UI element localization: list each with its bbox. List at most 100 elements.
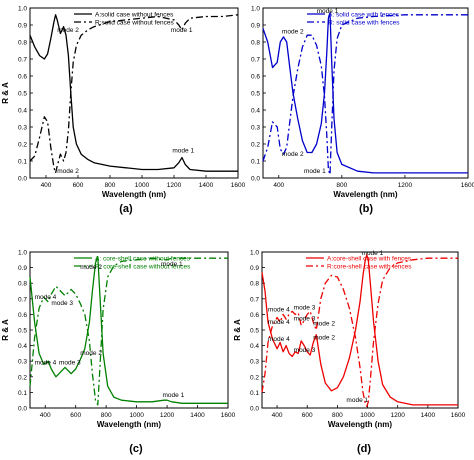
y-tick-label: 0.4 — [18, 108, 27, 115]
chart-panel-3: 0.0 0.1 0.2 0.3 0.4 0.5 0.6 0.7 0.8 0.9 1.0 400 600 8… — [1, 250, 236, 456]
mode-annotation: mode 2 — [282, 151, 304, 158]
x-tick-label: 600 — [73, 182, 84, 189]
legend-entry: R: solid case with fences — [328, 20, 400, 27]
mode-annotation: mode 4 — [35, 359, 57, 366]
mode-annotation: mode 1 — [362, 250, 384, 257]
y-tick-label: 0.6 — [250, 312, 259, 319]
y-tick-label: 0.8 — [18, 281, 27, 288]
mode-annotation: mode 3 — [59, 359, 81, 366]
series-line-absorption — [262, 12, 468, 174]
panel-label: (d) — [357, 443, 371, 455]
mode-annotation: mode 4 — [268, 319, 290, 326]
x-tick-label: 400 — [41, 182, 52, 189]
y-tick-label: 0.9 — [18, 23, 27, 30]
y-tick-label: 0.0 — [18, 176, 27, 183]
x-tick-label: 800 — [105, 182, 116, 189]
y-tick-label: 1.0 — [18, 6, 27, 13]
chart-panel-1: 0.0 0.1 0.2 0.3 0.4 0.5 0.6 0.7 0.8 0.9 1.0 400 600 8… — [1, 6, 246, 216]
x-tick-label: 1200 — [398, 182, 413, 189]
mode-annotation: mode 3 — [294, 347, 316, 354]
y-tick-label: 0.9 — [250, 265, 259, 272]
mode-annotation: mode 1 — [161, 261, 183, 268]
legend-entry: R: core-shell case without fences — [95, 264, 191, 271]
y-tick-label: 0.7 — [18, 57, 27, 64]
y-tick-label: 0.5 — [18, 328, 27, 335]
legend-entry: A:solid case without fences — [95, 12, 174, 19]
y-tick-label: 0.4 — [251, 108, 260, 115]
x-tick-label: 1200 — [160, 412, 175, 419]
x-axis-label: Wavelength (nm) — [102, 190, 166, 199]
series-line-absorption — [261, 254, 458, 406]
mode-annotation: mode 2 — [282, 29, 304, 36]
x-tick-label: 1600 — [461, 182, 474, 189]
panel-label: (a) — [119, 203, 133, 215]
plot-frame — [29, 251, 229, 409]
y-tick-label: 0.2 — [250, 374, 259, 381]
y-tick-label: 0.5 — [18, 91, 27, 98]
mode-annotation: mode 4 — [268, 336, 290, 343]
x-tick-label: 1000 — [360, 412, 375, 419]
legend-entry: R:solid case without fences — [95, 20, 175, 27]
y-tick-label: 0.6 — [251, 74, 260, 81]
panel-label: (c) — [129, 443, 143, 455]
x-tick-label: 1600 — [451, 412, 466, 419]
x-tick-label: 1000 — [135, 182, 150, 189]
y-tick-label: 0.6 — [18, 74, 27, 81]
y-tick-label: 0.7 — [250, 296, 259, 303]
x-tick-label: 800 — [101, 412, 112, 419]
x-tick-label: 400 — [273, 182, 284, 189]
y-tick-label: 0.1 — [251, 159, 260, 166]
y-tick-label: 0.3 — [18, 359, 27, 366]
panel-label: (b) — [359, 203, 373, 215]
x-tick-label: 1200 — [390, 412, 405, 419]
x-tick-label: 1600 — [231, 182, 246, 189]
x-tick-label: 1400 — [190, 412, 205, 419]
y-tick-label: 0.7 — [251, 57, 260, 64]
y-tick-label: 0.2 — [18, 374, 27, 381]
y-tick-label: 1.0 — [18, 250, 27, 257]
x-tick-label: 600 — [70, 412, 81, 419]
y-tick-label: 0.9 — [18, 265, 27, 272]
mode-annotation: mode 2 — [80, 350, 102, 357]
y-tick-label: 0.8 — [250, 281, 259, 288]
y-tick-label: 0.5 — [250, 328, 259, 335]
mode-annotation: mode 1 — [163, 392, 185, 399]
mode-annotation: mode 1 — [172, 148, 194, 155]
x-axis-label: Wavelength (nm) — [97, 420, 161, 429]
legend-entry: R:core-shell case with fences — [327, 264, 412, 271]
y-tick-label: 0.1 — [250, 390, 259, 397]
legend-entry: A:core-shell case with fences — [327, 256, 412, 263]
legend-entry: A: core-shell case without fences — [95, 256, 191, 263]
y-tick-label: 1.0 — [250, 250, 259, 257]
x-tick-label: 600 — [302, 412, 313, 419]
x-tick-label: 400 — [272, 412, 283, 419]
y-tick-label: 0.1 — [18, 390, 27, 397]
x-axis-label: Wavelength (nm) — [333, 190, 397, 199]
mode-annotation: mode 4 — [268, 306, 290, 313]
series-line-absorption — [29, 256, 228, 404]
y-tick-label: 0.0 — [250, 406, 259, 413]
mode-annotation: mode 2 — [57, 168, 79, 175]
mode-annotation: mode 1 — [171, 27, 193, 34]
mode-annotation: mode 3 — [51, 300, 73, 307]
y-tick-label: 0.2 — [251, 142, 260, 149]
series-line-reflection — [29, 14, 239, 174]
chart-panel-4: 0.0 0.1 0.2 0.3 0.4 0.5 0.6 0.7 0.8 0.9 1.0 400 600 8… — [233, 250, 466, 456]
x-tick-label: 1600 — [221, 412, 236, 419]
y-tick-label: 0.8 — [18, 40, 27, 47]
y-tick-label: 0.4 — [250, 343, 259, 350]
mode-annotation: mode 2 — [57, 27, 79, 34]
y-tick-label: 0.4 — [18, 343, 27, 350]
mode-annotation: mode 1 — [304, 168, 326, 175]
mode-annotation: mode 2 — [80, 264, 102, 271]
y-tick-label: 0.3 — [250, 359, 259, 366]
y-tick-label: 0.7 — [18, 296, 27, 303]
y-tick-label: 0.8 — [251, 40, 260, 47]
y-tick-label: 0.1 — [18, 159, 27, 166]
y-tick-label: 0.5 — [251, 91, 260, 98]
mode-annotation: mode 1 — [346, 397, 368, 404]
mode-annotation: mode 1 — [317, 8, 339, 15]
x-tick-label: 1200 — [167, 182, 182, 189]
plot-frame — [261, 251, 459, 409]
y-tick-label: 0.9 — [251, 23, 260, 30]
